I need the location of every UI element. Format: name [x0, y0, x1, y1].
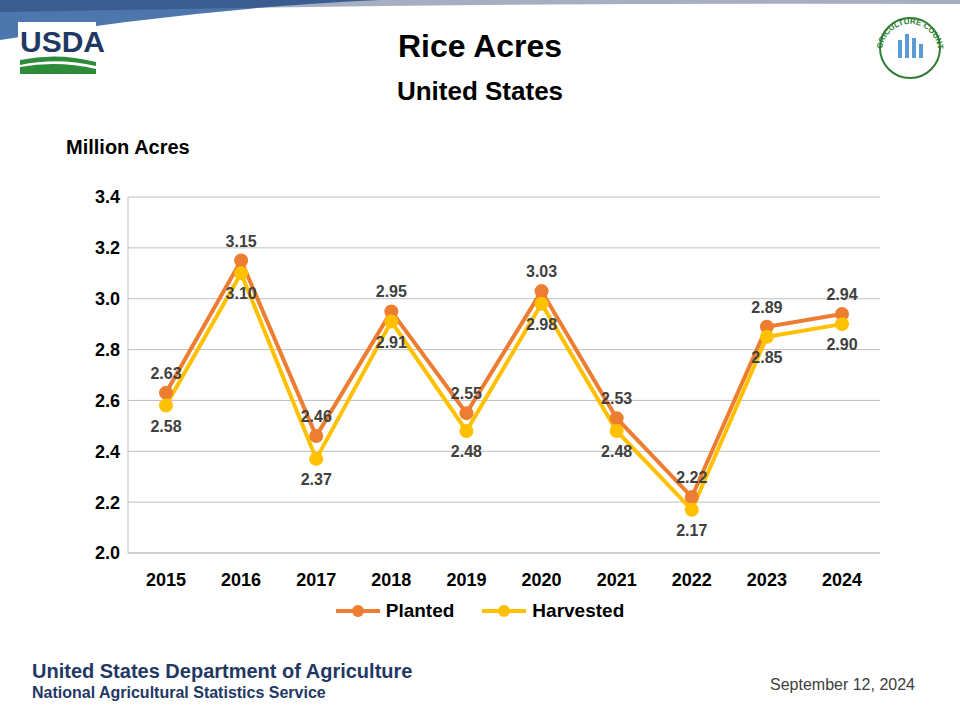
svg-text:2.48: 2.48 — [451, 443, 482, 460]
svg-text:2.98: 2.98 — [526, 316, 557, 333]
svg-text:2024: 2024 — [822, 570, 862, 590]
svg-text:2.58: 2.58 — [150, 418, 181, 435]
svg-text:2.95: 2.95 — [376, 283, 407, 300]
svg-text:3.0: 3.0 — [95, 289, 120, 309]
svg-text:2.89: 2.89 — [751, 299, 782, 316]
svg-text:2.0: 2.0 — [95, 543, 120, 563]
svg-text:2.55: 2.55 — [451, 385, 482, 402]
svg-text:3.10: 3.10 — [226, 285, 257, 302]
svg-text:2020: 2020 — [522, 570, 562, 590]
html-text:Rice Acres: Rice Acres — [397, 28, 563, 64]
svg-text:2.53: 2.53 — [601, 390, 632, 407]
html-text:September 12, 2024: September 12, 2024 — [770, 676, 915, 693]
svg-text:2.4: 2.4 — [95, 442, 120, 462]
svg-text:2015: 2015 — [146, 570, 186, 590]
svg-text:2021: 2021 — [597, 570, 637, 590]
svg-text:2.46: 2.46 — [301, 408, 332, 425]
svg-text:3.03: 3.03 — [526, 263, 557, 280]
svg-text:2.22: 2.22 — [676, 469, 707, 486]
svg-text:2.94: 2.94 — [826, 286, 857, 303]
svg-text:2.63: 2.63 — [150, 365, 181, 382]
svg-text:2022: 2022 — [672, 570, 712, 590]
svg-text:USDA: USDA — [20, 25, 105, 58]
html-text:Million Acres: Million Acres — [66, 136, 190, 158]
svg-text:2019: 2019 — [446, 570, 486, 590]
svg-text:2.17: 2.17 — [676, 522, 707, 539]
svg-text:2017: 2017 — [296, 570, 336, 590]
svg-text:2023: 2023 — [747, 570, 787, 590]
html-text:National Agricultural Statisti: National Agricultural Statistics Service — [32, 684, 326, 701]
html-text:Harvested: Harvested — [532, 600, 625, 621]
html-text:United States: United States — [396, 76, 564, 106]
svg-text:3.15: 3.15 — [226, 233, 257, 250]
svg-text:2.90: 2.90 — [826, 336, 857, 353]
svg-text:2.48: 2.48 — [601, 443, 632, 460]
svg-text:2.37: 2.37 — [301, 471, 332, 488]
svg-text:2018: 2018 — [371, 570, 411, 590]
svg-text:3.2: 3.2 — [95, 238, 120, 258]
svg-text:2.85: 2.85 — [751, 349, 782, 366]
svg-text:2016: 2016 — [221, 570, 261, 590]
svg-text:3.4: 3.4 — [95, 187, 120, 207]
html-text:Planted: Planted — [385, 600, 455, 621]
svg-text:2.8: 2.8 — [95, 340, 120, 360]
svg-text:2.91: 2.91 — [376, 334, 407, 351]
svg-text:2.6: 2.6 — [95, 391, 120, 411]
html-text:United States Department of Ag: United States Department of Agriculture — [32, 660, 413, 682]
svg-text:2.2: 2.2 — [95, 493, 120, 513]
